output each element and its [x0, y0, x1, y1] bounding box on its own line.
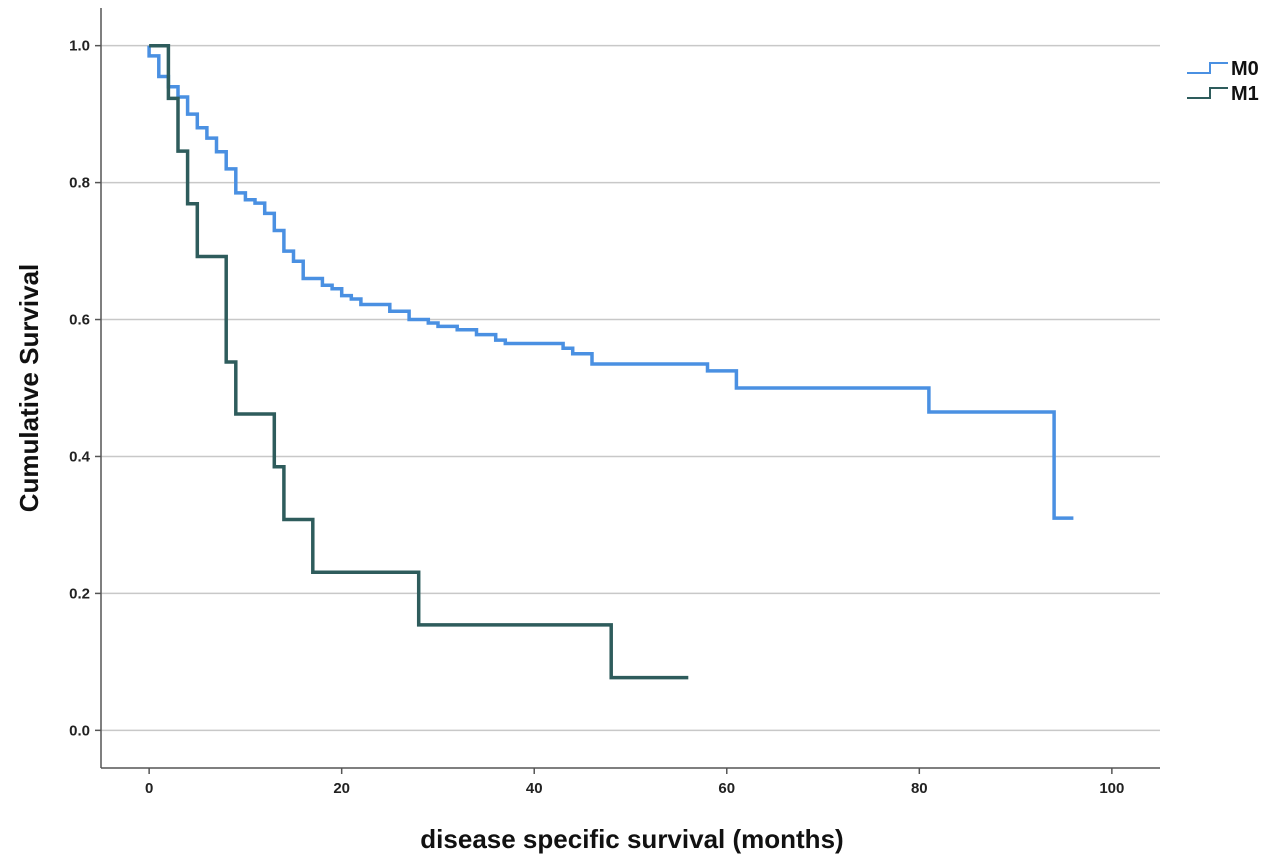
x-tick-label: 20 [333, 780, 350, 797]
x-tick-label: 80 [911, 780, 928, 797]
y-tick-label: 1.0 [69, 38, 90, 55]
x-axis-title: disease specific survival (months) [420, 824, 843, 854]
y-tick-label: 0.6 [69, 312, 90, 329]
legend-item-m1: M1 [1187, 83, 1259, 105]
legend-swatch [1187, 87, 1228, 99]
legend-swatch [1187, 62, 1228, 74]
y-tick-label: 0.0 [69, 722, 90, 739]
grid-lines [101, 44, 1160, 732]
series-line-m1 [149, 43, 689, 680]
series-line-m0 [147, 45, 1074, 520]
survival-series [147, 43, 1074, 680]
x-tick-labels: 0 20 40 60 80 100 [145, 768, 1124, 797]
y-tick-label: 0.8 [69, 175, 90, 192]
legend-label: M1 [1231, 83, 1259, 105]
y-tick-label: 0.2 [69, 585, 90, 602]
x-tick-label: 60 [718, 780, 735, 797]
x-tick-label: 40 [526, 780, 543, 797]
x-tick-label: 100 [1099, 780, 1124, 797]
y-axis-title: Cumulative Survival [14, 264, 44, 513]
axes [100, 8, 1160, 769]
y-tick-label: 0.4 [69, 448, 91, 465]
y-tick-labels: 0.0 0.2 0.4 0.6 0.8 1.0 [69, 38, 101, 739]
legend-label: M0 [1231, 58, 1259, 80]
legend-item-m0: M0 [1187, 58, 1259, 80]
x-tick-label: 0 [145, 780, 153, 797]
